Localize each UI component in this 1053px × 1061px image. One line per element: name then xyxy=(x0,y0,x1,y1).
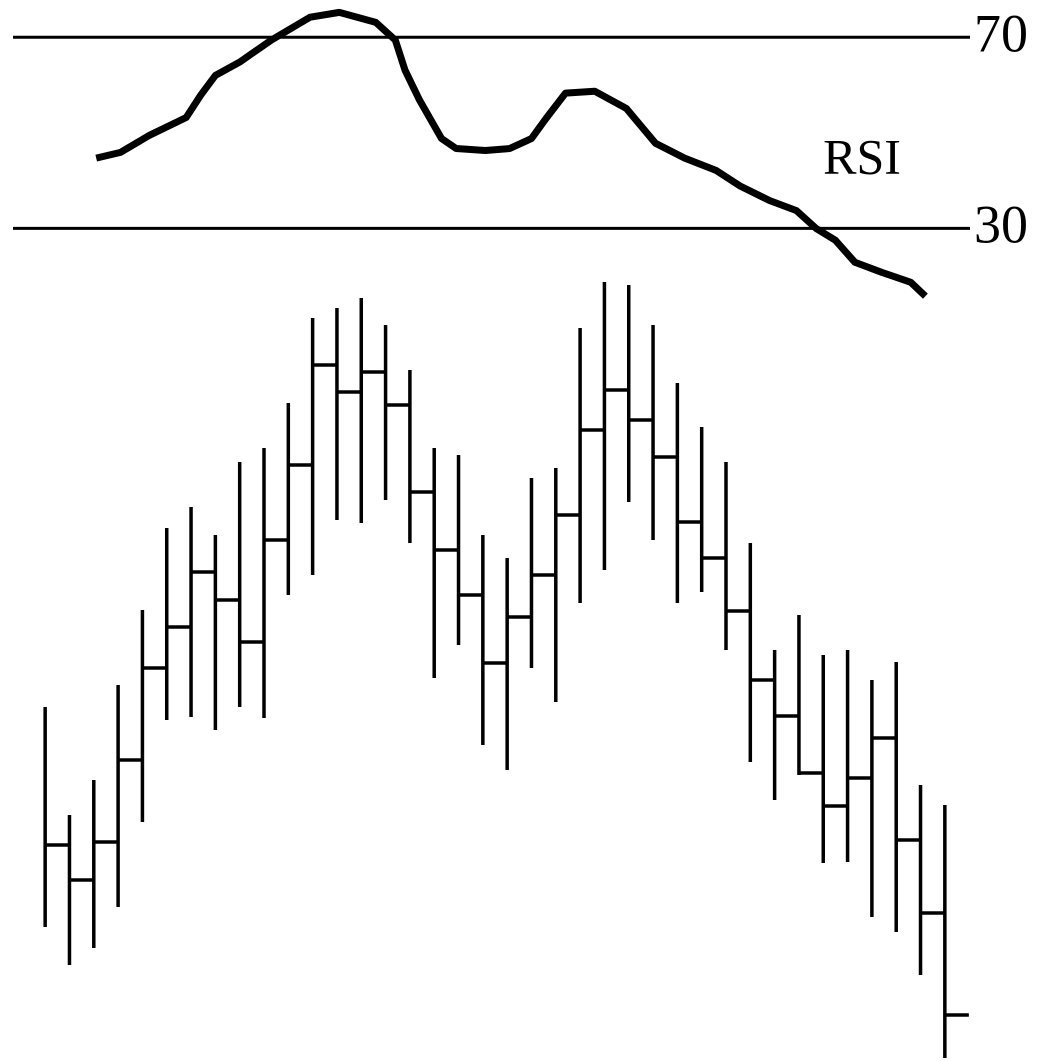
y-tick-label: 30 xyxy=(974,195,1028,255)
series-label: RSI xyxy=(823,128,901,184)
y-tick-label: 70 xyxy=(974,4,1028,64)
rsi-line xyxy=(95,8,928,299)
